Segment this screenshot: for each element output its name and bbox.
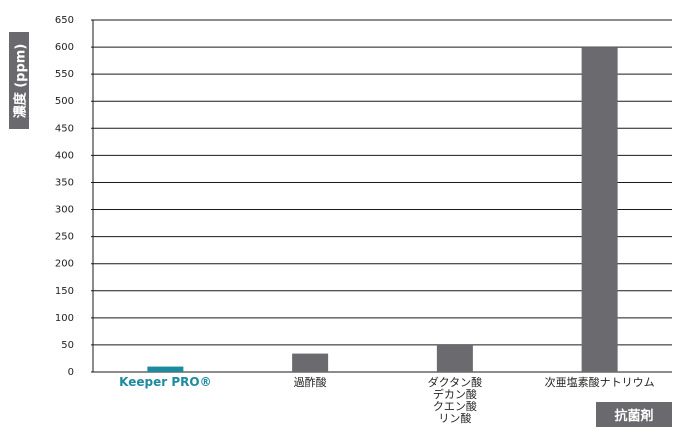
x-category-label: Keeper PRO® (119, 375, 211, 389)
y-tick-label: 50 (61, 340, 74, 351)
y-tick-label: 100 (55, 313, 74, 324)
y-tick-label: 600 (55, 42, 74, 53)
x-category-label: 過酢酸 (294, 375, 327, 389)
x-category-label: リン酸 (438, 411, 471, 425)
y-tick-label: 350 (55, 177, 74, 188)
x-category-label: ダクタン酸 (428, 375, 483, 389)
y-tick-label: 550 (55, 69, 74, 80)
y-tick-label: 200 (55, 259, 74, 270)
y-tick-label: 150 (55, 286, 74, 297)
bar (436, 344, 473, 372)
y-tick-label: 0 (68, 367, 74, 378)
y-axis-label-box: 濃度 (ppm) (9, 32, 29, 129)
x-category-label: 次亜塩素酸ナトリウム (545, 375, 655, 389)
y-tick-label: 250 (55, 232, 74, 243)
x-axis-label: 抗菌剤 (596, 402, 672, 427)
bar (147, 366, 184, 372)
y-tick-label: 650 (55, 15, 74, 26)
bar (581, 47, 618, 372)
x-category-label: クエン酸 (433, 399, 477, 413)
y-tick-label: 500 (55, 96, 74, 107)
y-tick-label: 400 (55, 150, 74, 161)
y-axis-label: 濃度 (ppm) (13, 43, 29, 118)
x-category-label: デカン酸 (433, 387, 477, 401)
bar (292, 353, 329, 372)
y-tick-label: 300 (55, 205, 74, 216)
y-tick-label: 450 (55, 123, 74, 134)
